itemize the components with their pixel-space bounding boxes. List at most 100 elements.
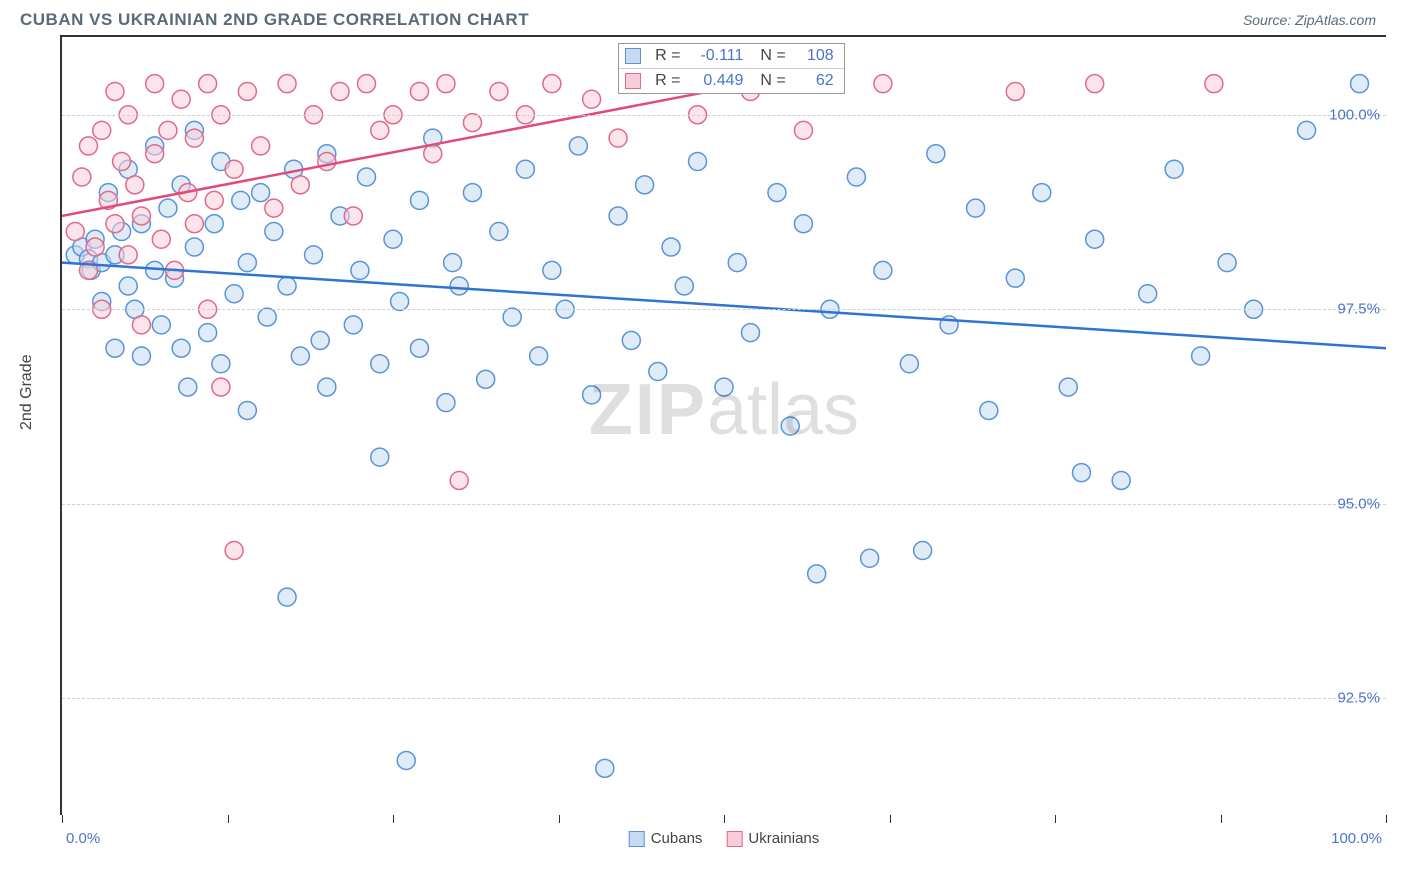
data-point	[152, 316, 170, 334]
data-point	[212, 378, 230, 396]
data-point	[106, 215, 124, 233]
r-value: 0.449	[688, 72, 743, 90]
x-tick	[1055, 815, 1056, 823]
data-point	[1086, 230, 1104, 248]
data-point	[596, 759, 614, 777]
data-point	[543, 75, 561, 93]
x-tick	[1386, 815, 1387, 823]
data-point	[146, 145, 164, 163]
data-point	[265, 223, 283, 241]
y-tick-label: 97.5%	[1337, 301, 1380, 318]
data-point	[205, 191, 223, 209]
data-point	[146, 75, 164, 93]
data-point	[278, 588, 296, 606]
data-point	[265, 199, 283, 217]
data-point	[146, 261, 164, 279]
data-point	[1139, 285, 1157, 303]
data-point	[583, 386, 601, 404]
data-point	[530, 347, 548, 365]
r-label: R =	[655, 72, 680, 90]
legend-swatch	[625, 73, 641, 89]
data-point	[1072, 464, 1090, 482]
data-point	[1205, 75, 1223, 93]
data-point	[152, 230, 170, 248]
n-value: 62	[794, 72, 834, 90]
data-point	[649, 363, 667, 381]
data-point	[371, 121, 389, 139]
chart-area: ZIPatlas R =-0.111 N =108R =0.449 N =62 …	[60, 35, 1386, 815]
data-point	[675, 277, 693, 295]
data-point	[569, 137, 587, 155]
data-point	[410, 339, 428, 357]
data-point	[225, 285, 243, 303]
data-point	[768, 184, 786, 202]
data-point	[119, 277, 137, 295]
data-point	[622, 331, 640, 349]
data-point	[358, 75, 376, 93]
data-point	[609, 129, 627, 147]
data-point	[252, 184, 270, 202]
stats-legend-row: R =0.449 N =62	[619, 68, 844, 93]
data-point	[344, 316, 362, 334]
data-point	[927, 145, 945, 163]
legend-item: Ukrainians	[726, 830, 819, 847]
legend-swatch	[726, 831, 742, 847]
data-point	[874, 75, 892, 93]
data-point	[351, 261, 369, 279]
x-axis-max-label: 100.0%	[1331, 830, 1382, 847]
data-point	[185, 215, 203, 233]
data-point	[450, 277, 468, 295]
data-point	[291, 347, 309, 365]
r-value: -0.111	[688, 47, 743, 65]
n-label: N =	[751, 47, 785, 65]
data-point	[371, 355, 389, 373]
data-point	[119, 246, 137, 264]
data-point	[444, 254, 462, 272]
chart-title: CUBAN VS UKRAINIAN 2ND GRADE CORRELATION…	[20, 10, 529, 30]
data-point	[397, 752, 415, 770]
series-legend: Cubans Ukrainians	[629, 830, 820, 847]
data-point	[1086, 75, 1104, 93]
data-point	[205, 215, 223, 233]
data-point	[391, 293, 409, 311]
data-point	[794, 121, 812, 139]
data-point	[874, 261, 892, 279]
data-point	[311, 331, 329, 349]
n-value: 108	[794, 47, 834, 65]
gridline	[62, 309, 1386, 310]
data-point	[86, 238, 104, 256]
data-point	[113, 152, 131, 170]
data-point	[252, 137, 270, 155]
data-point	[318, 152, 336, 170]
data-point	[185, 129, 203, 147]
data-point	[794, 215, 812, 233]
data-point	[808, 565, 826, 583]
data-point	[132, 347, 150, 365]
data-point	[238, 254, 256, 272]
x-tick	[393, 815, 394, 823]
data-point	[914, 541, 932, 559]
data-point	[159, 121, 177, 139]
data-point	[371, 448, 389, 466]
data-point	[132, 207, 150, 225]
data-point	[503, 308, 521, 326]
data-point	[1298, 121, 1316, 139]
data-point	[980, 401, 998, 419]
legend-swatch	[629, 831, 645, 847]
data-point	[232, 191, 250, 209]
data-point	[424, 145, 442, 163]
data-point	[437, 394, 455, 412]
data-point	[516, 160, 534, 178]
series-name: Cubans	[651, 830, 703, 847]
data-point	[1112, 471, 1130, 489]
x-tick	[1221, 815, 1222, 823]
data-point	[238, 401, 256, 419]
data-point	[79, 137, 97, 155]
stats-legend-row: R =-0.111 N =108	[619, 44, 844, 68]
x-tick	[890, 815, 891, 823]
data-point	[159, 199, 177, 217]
data-point	[662, 238, 680, 256]
data-point	[344, 207, 362, 225]
data-point	[1218, 254, 1236, 272]
x-tick	[559, 815, 560, 823]
